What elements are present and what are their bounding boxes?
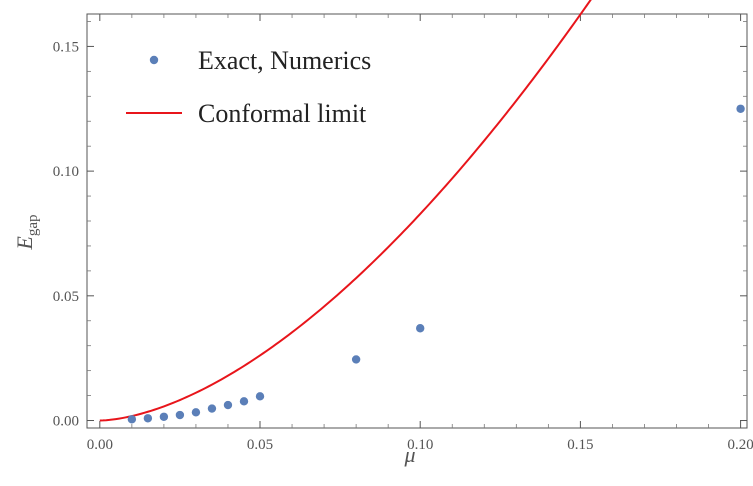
x-tick-label: 0.00	[87, 437, 113, 453]
y-axis-ticks: 0.00 0.05 0.10 0.15	[53, 21, 747, 430]
plot-frame	[86, 13, 748, 429]
x-tick-label: 0.10	[407, 437, 433, 453]
data-point	[255, 392, 265, 401]
data-point	[191, 408, 201, 417]
y-axis-label-sub: gap	[25, 214, 41, 236]
data-point	[351, 355, 361, 364]
y-tick-label: 0.10	[53, 164, 79, 180]
x-tick-label: 0.20	[727, 437, 753, 453]
legend: Exact, Numerics Conformal limit	[126, 46, 371, 128]
legend-point-marker	[149, 55, 159, 65]
data-point	[143, 414, 153, 423]
x-tick-label: 0.15	[567, 437, 593, 453]
data-point	[159, 412, 169, 421]
data-point	[175, 410, 185, 420]
x-tick-label: 0.05	[247, 437, 273, 453]
data-point	[207, 404, 217, 413]
curves	[99, 0, 592, 422]
data-points	[127, 104, 745, 424]
data-point	[736, 104, 745, 113]
x-axis-label: μ	[403, 442, 415, 467]
svg-text:Egap: Egap	[12, 214, 41, 250]
y-tick-label: 0.15	[53, 39, 79, 55]
x-axis-ticks: 0.00 0.05 0.10 0.15 0.20	[87, 14, 753, 453]
conformal-limit-line	[99, 0, 592, 422]
data-point	[223, 400, 233, 410]
y-axis-label: Egap	[12, 214, 41, 250]
data-point	[416, 324, 425, 333]
data-point	[239, 397, 249, 406]
data-point	[127, 415, 137, 424]
legend-label-conformal: Conformal limit	[198, 99, 367, 128]
y-tick-label: 0.00	[53, 414, 79, 430]
legend-label-numerics: Exact, Numerics	[198, 46, 371, 75]
y-axis-label-main: E	[12, 236, 37, 251]
y-tick-label: 0.05	[53, 289, 79, 305]
